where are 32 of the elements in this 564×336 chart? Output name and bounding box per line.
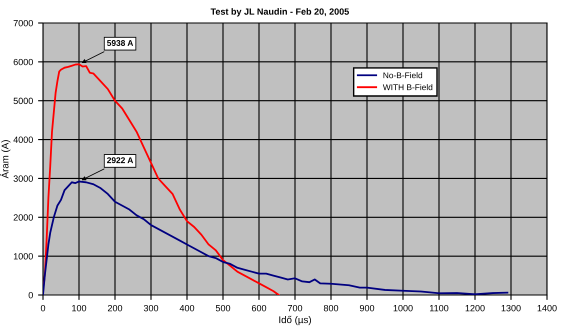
x-tick-label: 500 bbox=[216, 304, 230, 312]
chart-title: Test by JL Naudin - Feb 20, 2005 bbox=[210, 8, 349, 17]
x-tick-label: 200 bbox=[108, 304, 122, 312]
y-tick-label: 7000 bbox=[14, 20, 33, 26]
y-axis-title: Áram (A) bbox=[0, 140, 10, 178]
x-tick-label: 1000 bbox=[394, 304, 413, 312]
y-tick-label: 3000 bbox=[14, 175, 33, 182]
y-tick-label: 0 bbox=[28, 292, 33, 298]
annotation: 5938 A bbox=[107, 40, 134, 46]
x-tick-label: 0 bbox=[40, 304, 46, 312]
legend-label: No-B-Field bbox=[384, 72, 422, 78]
y-tick-label: 1000 bbox=[14, 253, 33, 260]
y-tick-label: 2000 bbox=[14, 214, 33, 221]
x-tick-label: 1300 bbox=[502, 304, 521, 312]
x-axis-title: Idő (µs) bbox=[279, 316, 311, 326]
legend-label: WITH B-Field bbox=[382, 84, 432, 90]
x-tick-label: 1200 bbox=[466, 304, 485, 312]
x-tick-label: 100 bbox=[72, 304, 86, 312]
line-series bbox=[43, 63, 280, 295]
x-tick-label: 600 bbox=[252, 304, 266, 312]
x-tick-label: 700 bbox=[288, 304, 302, 312]
x-tick-label: 300 bbox=[144, 304, 158, 312]
y-tick-label: 5000 bbox=[14, 98, 33, 104]
line-series bbox=[43, 180, 508, 295]
annotation: 2922 A bbox=[107, 157, 134, 164]
x-tick-label: 400 bbox=[180, 304, 194, 312]
x-tick-label: 800 bbox=[324, 304, 338, 312]
x-tick-label: 900 bbox=[360, 304, 374, 312]
y-tick-label: 4000 bbox=[13, 136, 33, 143]
x-tick-label: 1100 bbox=[430, 304, 448, 312]
x-tick-label: 1400 bbox=[538, 304, 557, 312]
y-tick-label: 6000 bbox=[14, 58, 33, 66]
